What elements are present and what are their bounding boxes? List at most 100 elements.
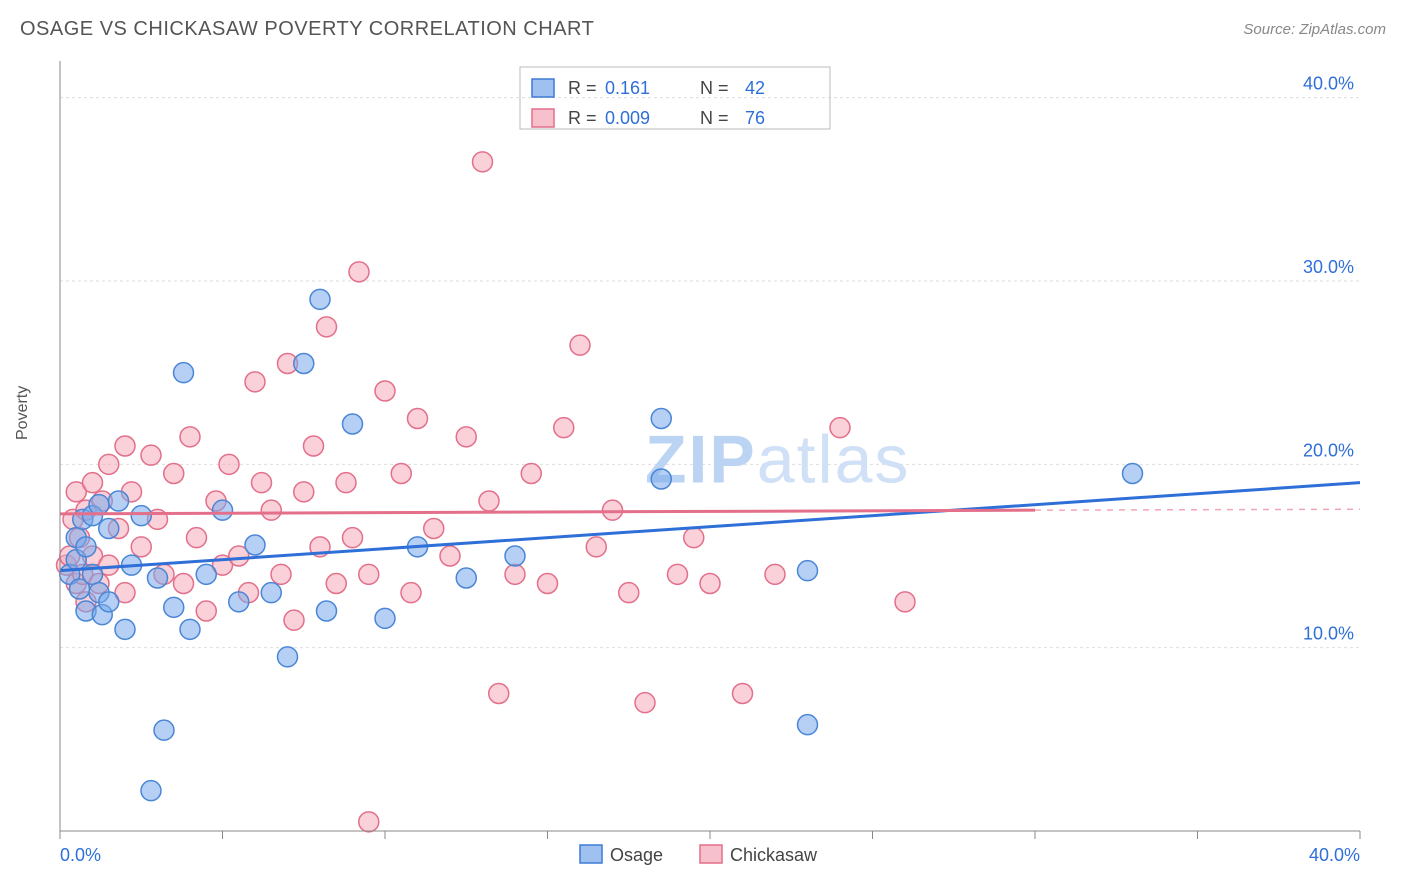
point-chickasaw xyxy=(538,574,558,594)
point-chickasaw xyxy=(684,528,704,548)
x-tick-label: 0.0% xyxy=(60,845,101,865)
point-osage xyxy=(109,491,129,511)
legend-series-label: Chickasaw xyxy=(730,845,818,865)
point-chickasaw xyxy=(349,262,369,282)
legend-r-value: 0.009 xyxy=(605,108,650,128)
point-osage xyxy=(141,781,161,801)
point-chickasaw xyxy=(424,519,444,539)
point-chickasaw xyxy=(359,564,379,584)
point-chickasaw xyxy=(456,427,476,447)
point-chickasaw xyxy=(359,812,379,832)
point-chickasaw xyxy=(245,372,265,392)
legend-n-value: 76 xyxy=(745,108,765,128)
point-osage xyxy=(115,619,135,639)
point-chickasaw xyxy=(440,546,460,566)
point-chickasaw xyxy=(326,574,346,594)
point-osage xyxy=(310,289,330,309)
source-attribution: Source: ZipAtlas.com xyxy=(1243,21,1386,38)
point-osage xyxy=(213,500,233,520)
watermark: ZIPatlas xyxy=(645,422,910,498)
point-osage xyxy=(196,564,216,584)
point-chickasaw xyxy=(99,454,119,474)
legend-series: OsageChickasaw xyxy=(580,845,818,865)
point-osage xyxy=(798,715,818,735)
point-osage xyxy=(505,546,525,566)
point-chickasaw xyxy=(473,152,493,172)
point-chickasaw xyxy=(619,583,639,603)
point-osage xyxy=(278,647,298,667)
point-chickasaw xyxy=(505,564,525,584)
point-chickasaw xyxy=(700,574,720,594)
point-osage xyxy=(164,597,184,617)
point-osage xyxy=(99,519,119,539)
point-chickasaw xyxy=(765,564,785,584)
point-chickasaw xyxy=(408,409,428,429)
trendline-chickasaw-ext xyxy=(1035,509,1360,510)
legend-swatch xyxy=(700,845,722,863)
point-osage xyxy=(180,619,200,639)
point-chickasaw xyxy=(284,610,304,630)
point-osage xyxy=(317,601,337,621)
point-osage xyxy=(89,495,109,515)
point-osage xyxy=(375,608,395,628)
legend-swatch xyxy=(532,79,554,97)
point-chickasaw xyxy=(304,436,324,456)
point-osage xyxy=(148,568,168,588)
point-osage xyxy=(245,535,265,555)
point-osage xyxy=(131,506,151,526)
point-osage xyxy=(456,568,476,588)
legend-n-label: N = xyxy=(700,108,729,128)
point-osage xyxy=(99,592,119,612)
legend-swatch xyxy=(580,845,602,863)
point-osage xyxy=(651,409,671,429)
point-chickasaw xyxy=(187,528,207,548)
point-osage xyxy=(261,583,281,603)
point-chickasaw xyxy=(668,564,688,584)
point-chickasaw xyxy=(83,473,103,493)
point-osage xyxy=(798,561,818,581)
point-chickasaw xyxy=(343,528,363,548)
header: OSAGE VS CHICKASAW POVERTY CORRELATION C… xyxy=(0,0,1406,51)
y-tick-label: 20.0% xyxy=(1303,440,1354,460)
point-chickasaw xyxy=(603,500,623,520)
point-chickasaw xyxy=(294,482,314,502)
point-osage xyxy=(294,354,314,374)
point-chickasaw xyxy=(401,583,421,603)
point-chickasaw xyxy=(141,445,161,465)
point-chickasaw xyxy=(219,454,239,474)
point-chickasaw xyxy=(489,684,509,704)
point-chickasaw xyxy=(261,500,281,520)
point-chickasaw xyxy=(733,684,753,704)
scatter-chart: 10.0%20.0%30.0%40.0%ZIPatlas0.0%40.0%R =… xyxy=(50,51,1386,881)
point-osage xyxy=(229,592,249,612)
point-osage xyxy=(76,537,96,557)
point-chickasaw xyxy=(375,381,395,401)
legend-n-label: N = xyxy=(700,78,729,98)
point-chickasaw xyxy=(115,436,135,456)
point-chickasaw xyxy=(131,537,151,557)
point-chickasaw xyxy=(570,335,590,355)
legend-r-label: R = xyxy=(568,78,597,98)
point-chickasaw xyxy=(586,537,606,557)
chart-title: OSAGE VS CHICKASAW POVERTY CORRELATION C… xyxy=(20,18,594,41)
point-chickasaw xyxy=(554,418,574,438)
y-axis-label: Poverty xyxy=(14,386,32,440)
point-chickasaw xyxy=(252,473,272,493)
point-chickasaw xyxy=(391,464,411,484)
y-tick-label: 40.0% xyxy=(1303,74,1354,94)
legend-swatch xyxy=(532,109,554,127)
point-chickasaw xyxy=(196,601,216,621)
point-chickasaw xyxy=(271,564,291,584)
y-tick-label: 30.0% xyxy=(1303,257,1354,277)
legend-r-label: R = xyxy=(568,108,597,128)
x-tick-label: 40.0% xyxy=(1309,845,1360,865)
point-chickasaw xyxy=(317,317,337,337)
chart-area: 10.0%20.0%30.0%40.0%ZIPatlas0.0%40.0%R =… xyxy=(50,51,1386,881)
point-chickasaw xyxy=(479,491,499,511)
point-chickasaw xyxy=(635,693,655,713)
point-chickasaw xyxy=(521,464,541,484)
point-chickasaw xyxy=(164,464,184,484)
point-chickasaw xyxy=(336,473,356,493)
point-osage xyxy=(343,414,363,434)
point-chickasaw xyxy=(180,427,200,447)
